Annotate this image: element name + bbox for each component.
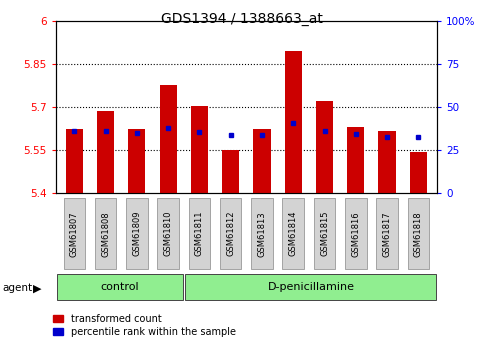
Text: GSM61809: GSM61809	[132, 211, 142, 256]
Bar	[284, 51, 302, 193]
Text: GSM61814: GSM61814	[289, 211, 298, 256]
FancyBboxPatch shape	[376, 198, 398, 269]
Text: GSM61807: GSM61807	[70, 211, 79, 257]
Text: D-penicillamine: D-penicillamine	[268, 282, 355, 292]
Text: GSM61811: GSM61811	[195, 211, 204, 256]
FancyBboxPatch shape	[251, 198, 273, 269]
FancyBboxPatch shape	[185, 274, 437, 300]
Bar	[379, 131, 396, 193]
Text: GSM61816: GSM61816	[351, 211, 360, 257]
Legend: transformed count, percentile rank within the sample: transformed count, percentile rank withi…	[53, 314, 236, 337]
Text: GDS1394 / 1388663_at: GDS1394 / 1388663_at	[160, 12, 323, 26]
Bar	[159, 86, 177, 193]
FancyBboxPatch shape	[283, 198, 304, 269]
FancyBboxPatch shape	[157, 198, 179, 269]
FancyBboxPatch shape	[345, 198, 367, 269]
FancyBboxPatch shape	[314, 198, 335, 269]
Bar	[254, 129, 270, 193]
Bar	[191, 106, 208, 193]
Text: GSM61812: GSM61812	[226, 211, 235, 256]
Text: GSM61817: GSM61817	[383, 211, 392, 257]
Bar	[316, 101, 333, 193]
Text: ▶: ▶	[33, 284, 42, 294]
FancyBboxPatch shape	[95, 198, 116, 269]
Text: agent: agent	[2, 283, 32, 293]
Bar	[97, 111, 114, 193]
FancyBboxPatch shape	[220, 198, 242, 269]
FancyBboxPatch shape	[126, 198, 148, 269]
Text: GSM61818: GSM61818	[414, 211, 423, 257]
Bar	[66, 129, 83, 193]
Bar	[128, 129, 145, 193]
FancyBboxPatch shape	[408, 198, 429, 269]
Text: GSM61808: GSM61808	[101, 211, 110, 257]
FancyBboxPatch shape	[189, 198, 210, 269]
Bar	[222, 149, 239, 193]
Text: GSM61815: GSM61815	[320, 211, 329, 256]
Text: control: control	[101, 282, 140, 292]
Bar	[347, 127, 364, 193]
FancyBboxPatch shape	[64, 198, 85, 269]
Text: GSM61813: GSM61813	[257, 211, 267, 257]
Text: GSM61810: GSM61810	[164, 211, 172, 256]
Bar	[410, 151, 427, 193]
FancyBboxPatch shape	[57, 274, 183, 300]
